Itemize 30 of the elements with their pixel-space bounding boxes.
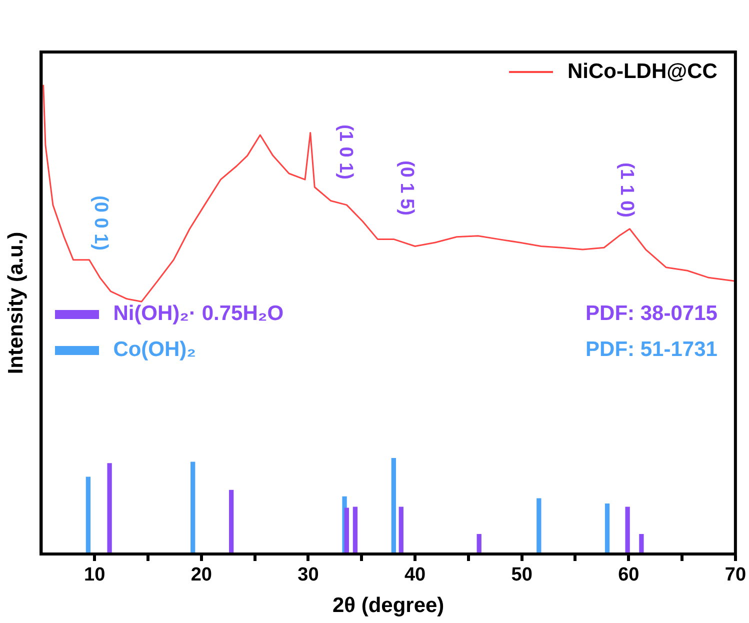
annotation: PDF: 51-1731 [586, 338, 718, 362]
x-tick-label: 40 [404, 564, 426, 586]
bar [228, 490, 234, 554]
bar [625, 506, 630, 554]
x-tick-label: 10 [84, 564, 106, 586]
x-tick-label: 30 [298, 564, 319, 586]
bar [536, 498, 542, 554]
legend-label: NiCo-LDH@CC [567, 60, 718, 84]
bar [391, 458, 396, 554]
legend-label: Co(OH)₂ [113, 338, 196, 362]
x-tick-label: 70 [724, 564, 746, 586]
bar [344, 508, 349, 554]
annotation: (1 1 0) [614, 162, 637, 218]
annotation: (1 0 1) [334, 124, 356, 180]
x-tick-label: 50 [511, 564, 532, 586]
bar [352, 506, 358, 554]
x-tick-label: 20 [190, 564, 212, 586]
x-axis-title: 2θ (degree) [332, 594, 444, 618]
annotation: (0 0 1) [89, 195, 112, 250]
annotation: PDF: 38-0715 [586, 302, 718, 326]
bar [107, 463, 112, 554]
bar [604, 503, 610, 554]
annotation: (0 1 5) [395, 160, 418, 215]
legend-label: Ni(OH)₂· 0.75H₂O [113, 302, 284, 326]
bar [639, 534, 644, 554]
y-axis-title: Intensity (a.u.) [4, 232, 28, 374]
x-tick-label: 60 [618, 564, 640, 586]
bar [86, 476, 91, 554]
bar [190, 462, 196, 554]
bar [398, 506, 404, 554]
